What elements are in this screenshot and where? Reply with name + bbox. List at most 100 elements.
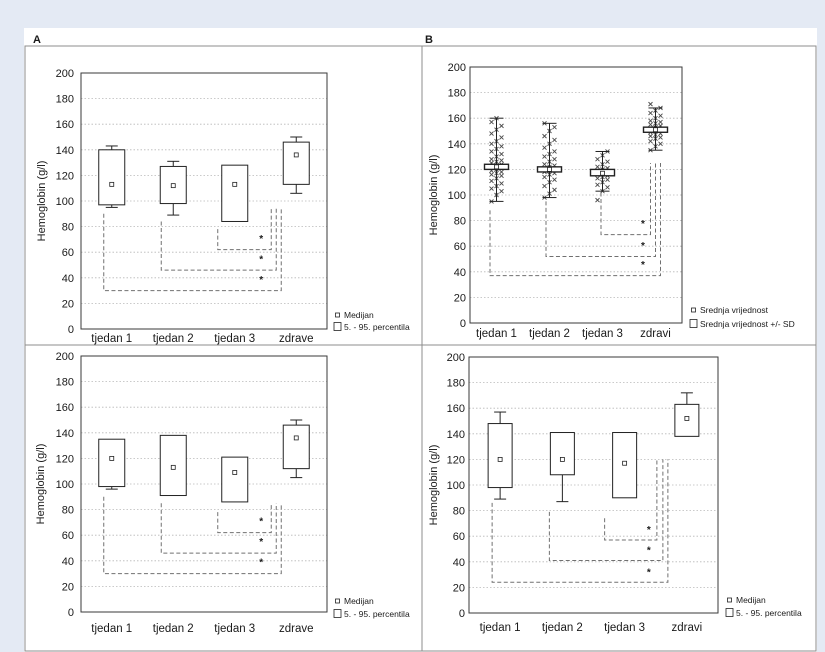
mean-marker	[653, 127, 658, 133]
data-point	[605, 177, 610, 182]
legend-label: 5. - 95. percentila	[344, 322, 410, 332]
data-point	[499, 181, 504, 186]
data-point	[595, 197, 600, 203]
percentile-box	[221, 164, 249, 222]
significance-bracket	[217, 207, 272, 251]
x-tick-label: tjedan 3	[214, 333, 255, 345]
data-point	[552, 177, 557, 182]
y-tick-label: 60	[62, 247, 74, 259]
panel-frame	[421, 344, 817, 652]
data-point	[542, 183, 547, 189]
y-tick-label: 120	[56, 170, 74, 182]
percentile-box	[549, 432, 575, 476]
box-tjedan-3	[221, 456, 249, 503]
median-marker	[232, 470, 238, 475]
box-zdravi	[674, 392, 700, 437]
x-tick-label: tjedan 1	[476, 328, 517, 340]
box-tjedan-1	[98, 145, 126, 208]
y-tick-label: 80	[454, 216, 466, 228]
y-tick-label: 160	[56, 402, 74, 414]
x-tick-label: tjedan 2	[153, 333, 194, 345]
y-tick-label: 20	[453, 582, 465, 594]
y-tick-label: 60	[62, 530, 74, 542]
plot-area	[80, 72, 328, 330]
y-tick-label: 100	[56, 479, 74, 491]
y-tick-label: 20	[62, 581, 74, 593]
data-point	[542, 161, 547, 167]
chart-panel-2: B 0 20 40 60 80 100 120 140 160 180 200 Hemoglobin (…	[421, 34, 817, 346]
data-point	[552, 187, 557, 193]
box-tjedan-1	[98, 438, 126, 490]
plot-area	[468, 356, 719, 614]
x-tick-label: tjedan 3	[214, 623, 255, 635]
y-tick-label: 0	[459, 608, 465, 620]
significance-bracket	[491, 459, 669, 583]
y-tick-label: 0	[68, 607, 74, 619]
legend: Srednja vrijednost Srednja vrijednost +/-…	[689, 305, 795, 329]
y-tick-label: 140	[447, 429, 465, 441]
box-zdrave	[282, 419, 310, 479]
y-tick-label: 80	[62, 505, 74, 517]
data-point	[552, 149, 557, 154]
mean-marker	[494, 164, 499, 170]
chart-panel-3: 0 20 40 60 80 100 120 140 160 180 200 Hemoglobin (g…	[24, 344, 423, 652]
y-tick-label: 20	[454, 292, 466, 304]
box-tjedan-2	[159, 160, 187, 216]
median-marker	[497, 456, 503, 462]
data-point	[595, 182, 600, 188]
y-axis-title: Hemoglobin (g/l)	[35, 444, 47, 525]
data-point	[542, 133, 547, 139]
legend-marker-box	[689, 319, 698, 328]
x-tick-label: tjedan 1	[91, 623, 132, 635]
y-axis-title: Hemoglobin (g/l)	[428, 155, 440, 236]
data-point	[489, 186, 494, 191]
data-point	[648, 122, 653, 127]
significance-bracket	[160, 503, 277, 554]
y-tick-label: 80	[62, 222, 74, 234]
data-point	[595, 156, 600, 162]
legend-label: 5. - 95. percentila	[344, 609, 410, 619]
y-tick-label: 140	[448, 139, 466, 151]
box-zdravi	[642, 101, 669, 153]
y-tick-label: 100	[447, 480, 465, 492]
data-point	[658, 113, 663, 118]
data-point	[648, 101, 653, 107]
y-tick-label: 60	[454, 241, 466, 253]
data-point	[489, 131, 494, 136]
legend-marker-box	[333, 322, 342, 331]
legend: Medijan 5. - 95. percentila	[725, 595, 802, 618]
data-point	[648, 133, 653, 139]
median-marker	[170, 464, 176, 470]
y-tick-label: 180	[56, 377, 74, 389]
data-point	[552, 156, 557, 162]
percentile-box	[98, 438, 126, 488]
legend-marker-box	[725, 608, 734, 617]
y-tick-label: 160	[448, 113, 466, 125]
data-point	[489, 141, 494, 147]
y-tick-label: 40	[62, 273, 74, 285]
significance-marker: *	[259, 275, 263, 286]
mean-marker	[547, 166, 552, 172]
median-marker	[622, 460, 628, 466]
data-point	[489, 178, 494, 184]
x-tick-label: tjedan 2	[153, 623, 194, 635]
significance-marker: *	[259, 255, 263, 266]
significance-marker: *	[641, 219, 645, 230]
data-point	[595, 176, 600, 181]
x-tick-label: tjedan 3	[604, 622, 645, 634]
legend-label: Medijan	[344, 596, 374, 606]
y-tick-label: 180	[448, 88, 466, 100]
panel-letter: B	[425, 34, 433, 46]
y-tick-label: 180	[447, 378, 465, 390]
legend-label: Medijan	[736, 595, 766, 605]
x-tick-label: tjedan 2	[542, 622, 583, 634]
significance-marker: *	[259, 557, 263, 568]
legend-label: 5. - 95. percentila	[736, 608, 802, 618]
box-tjedan-3	[221, 164, 249, 222]
y-tick-label: 40	[454, 267, 466, 279]
box-tjedan-2	[549, 432, 575, 503]
legend-label: Srednja vrijednost +/- SD	[700, 319, 795, 329]
significance-bracket	[217, 503, 272, 534]
data-point	[499, 158, 504, 163]
